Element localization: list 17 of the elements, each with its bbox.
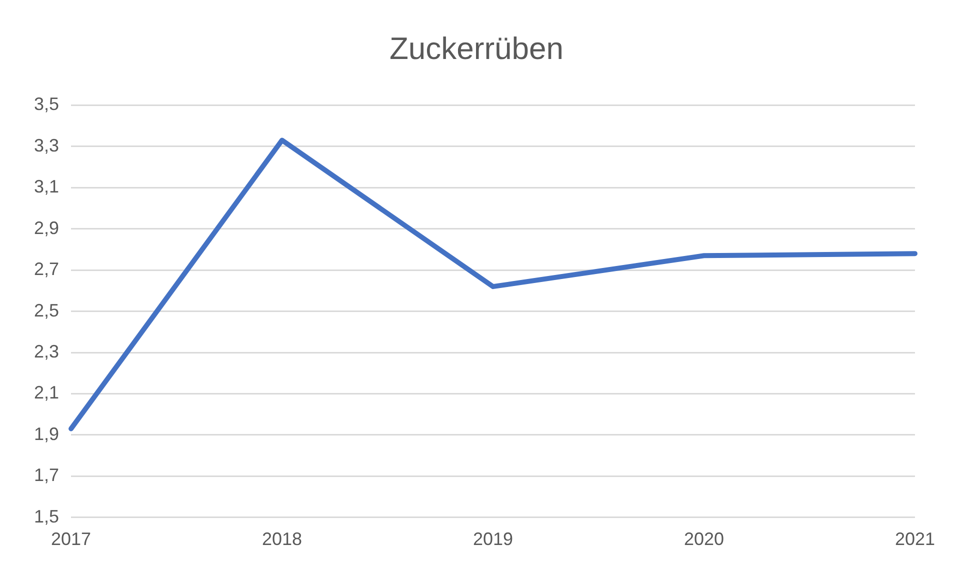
y-tick-label: 1,9: [34, 424, 60, 444]
y-tick-label: 2,9: [34, 218, 60, 238]
y-tick-label: 1,5: [34, 506, 60, 526]
y-tick-label: 2,3: [34, 341, 60, 362]
x-tick-label: 2021: [894, 529, 935, 550]
x-tick-label: 2019: [472, 529, 514, 550]
y-tick-label: 1,7: [34, 465, 60, 486]
x-tick-label: 2018: [262, 529, 302, 550]
x-tick-label: 2017: [51, 529, 92, 550]
y-tick-label: 2,7: [34, 259, 60, 280]
x-tick-label: 2020: [684, 529, 724, 550]
y-tick-label: 3,1: [34, 176, 60, 197]
y-tick-label: 2,1: [34, 382, 60, 403]
chart-title: Zuckerrüben: [389, 31, 564, 66]
y-tick-label: 3,3: [34, 135, 60, 156]
y-tick-label: 3,5: [34, 94, 60, 114]
y-tick-label: 2,5: [34, 300, 60, 320]
